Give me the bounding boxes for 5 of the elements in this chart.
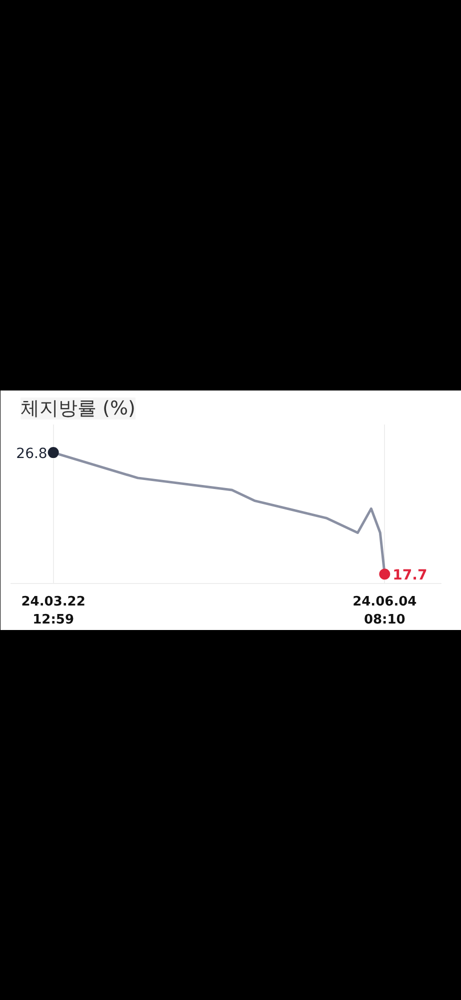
chart-title: 체지방률 (%) [20,398,136,420]
x-tick-label: 24.06.04 08:10 [352,594,417,628]
x-tick-label: 24.03.22 12:59 [21,594,86,628]
data-label: 17.7 [392,568,428,584]
data-label: 26.8 [16,446,48,462]
